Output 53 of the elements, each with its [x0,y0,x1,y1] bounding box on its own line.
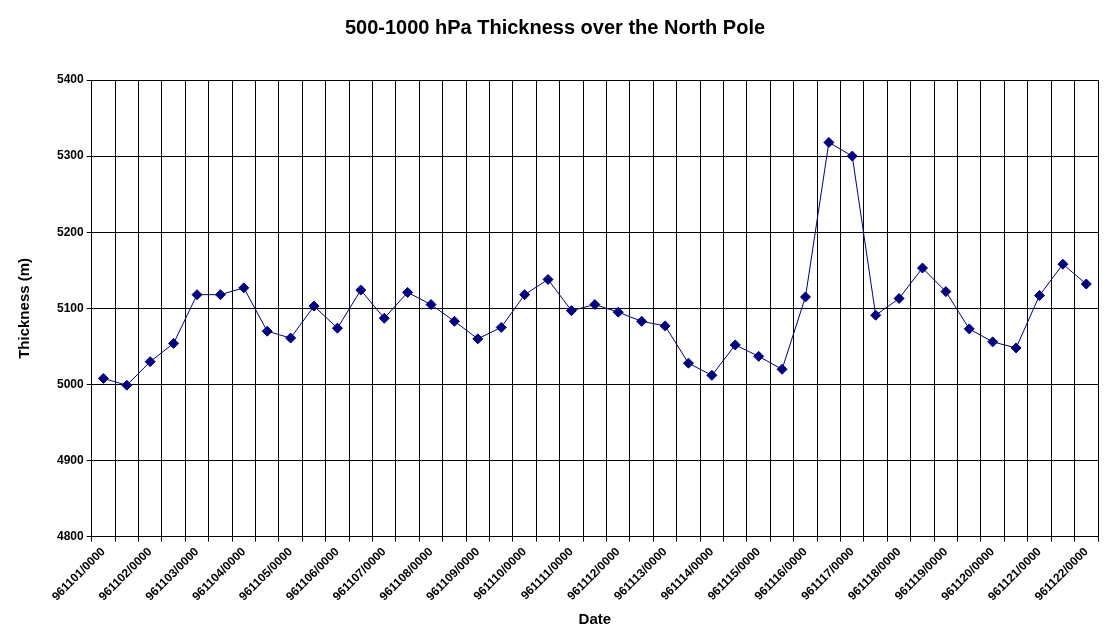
point [682,357,694,369]
y-tick-label: 5300 [56,148,85,163]
y-tick-label: 5400 [56,72,85,87]
point [355,284,367,296]
point [612,306,624,318]
point [636,315,648,327]
point [214,289,226,301]
point [870,309,882,321]
point [402,286,414,298]
y-tick-label: 4800 [56,529,85,544]
point [542,273,554,285]
point [144,356,156,368]
point [519,289,531,301]
point [331,322,343,334]
point [1080,278,1092,290]
chart-title: 500-1000 hPa Thickness over the North Pole [344,15,766,38]
y-tick-label: 4900 [56,452,85,467]
point [97,372,109,384]
point [1010,342,1022,354]
point [448,315,460,327]
point [893,292,905,304]
point [168,337,180,349]
point [987,336,999,348]
point [753,350,765,362]
point [308,300,320,312]
point [589,299,601,311]
point [729,339,741,351]
point [823,136,835,148]
point [940,286,952,298]
point [425,299,437,311]
point [799,291,811,303]
y-axis-title: Thickness (m) [15,257,33,359]
point [285,332,297,344]
point [916,262,928,274]
point [776,363,788,375]
point [565,305,577,317]
point [706,369,718,381]
point [121,379,133,391]
x-axis-title: Date [578,610,612,628]
point [1033,289,1045,301]
point [472,333,484,345]
point [846,150,858,162]
point [238,282,250,294]
point [1057,258,1069,270]
point [659,320,671,332]
point [261,325,273,337]
y-tick-label: 5100 [56,300,85,315]
point [495,321,507,333]
point [378,312,390,324]
y-tick-label: 5200 [56,224,85,239]
point [963,323,975,335]
y-tick-label: 5000 [56,376,85,391]
point [191,289,203,301]
